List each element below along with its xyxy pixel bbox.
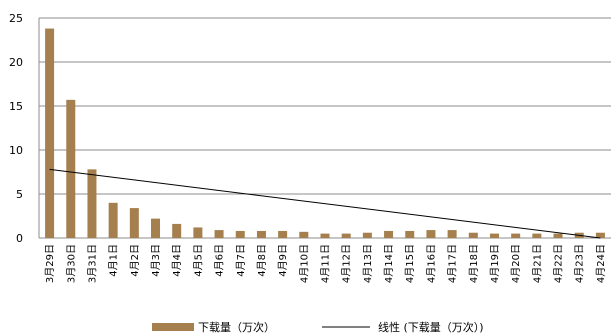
legend-trend-label: 线性 (下载量（万次）): [378, 320, 484, 334]
grid-layer: [39, 17, 611, 195]
x-tick-label: 3月31日: [86, 244, 98, 283]
trend-layer: [49, 168, 601, 239]
bar: [151, 218, 161, 238]
bar: [129, 208, 139, 238]
x-tick-label: 4月8日: [256, 244, 268, 277]
x-tick-label: 3月29日: [44, 244, 56, 283]
bar: [172, 223, 182, 238]
x-tick-label: 4月12日: [341, 244, 353, 283]
x-tick-label: 4月6日: [214, 244, 226, 277]
x-tick-label: 4月2日: [129, 244, 141, 277]
legend-bar-swatch: [152, 323, 194, 331]
bar: [489, 233, 499, 238]
x-tick-label: 4月23日: [574, 244, 586, 283]
bar: [595, 232, 605, 238]
bar: [320, 233, 330, 238]
x-tick-label: 4月10日: [298, 244, 310, 283]
bar: [66, 99, 76, 238]
bar: [87, 169, 97, 238]
x-tick-label: 4月16日: [425, 244, 437, 283]
bar: [405, 230, 415, 238]
x-tick-label: 4月5日: [192, 244, 204, 277]
x-tick-label: 4月21日: [531, 244, 543, 283]
bar: [108, 202, 118, 238]
x-tick-label: 4月3日: [150, 244, 162, 277]
y-tick-label: 20: [9, 56, 23, 69]
bar: [193, 227, 203, 238]
x-tick-label: 4月11日: [320, 244, 332, 283]
legend: 下载量（万次） 线性 (下载量（万次）): [152, 320, 484, 334]
y-tick-label: 15: [9, 100, 23, 113]
bar: [553, 233, 563, 238]
bar: [235, 230, 245, 238]
bar-layer: [45, 28, 605, 239]
bar: [362, 232, 372, 238]
bar: [447, 230, 457, 238]
x-tick-label: 4月24日: [595, 244, 607, 283]
x-tick-label: 4月18日: [468, 244, 480, 283]
bar: [278, 230, 288, 238]
x-tick-label: 4月22日: [553, 244, 565, 283]
y-tick-label: 10: [9, 144, 23, 157]
x-tick-label: 4月4日: [171, 244, 183, 277]
bar: [511, 233, 521, 238]
legend-bar-label: 下载量（万次）: [198, 320, 275, 334]
y-tick-label: 5: [16, 188, 23, 201]
x-tick-label: 4月15日: [404, 244, 416, 283]
trend-line: [49, 168, 601, 239]
bar: [384, 230, 394, 238]
x-tick-label: 4月19日: [489, 244, 501, 283]
bar: [426, 230, 436, 238]
axis-layer: 0 5 10 15 20 25: [9, 12, 611, 245]
x-tick-label: 4月7日: [235, 244, 247, 277]
x-tick-label: 4月14日: [383, 244, 395, 283]
x-tick-label: 4月17日: [447, 244, 459, 283]
bar: [45, 28, 55, 239]
y-tick-label: 0: [16, 232, 23, 245]
label-layer: 3月29日 3月30日 3月31日 4月1日 4月2日 4月3日 4月4日 4月5日 4月6日 4…: [44, 244, 607, 283]
y-tick-label: 25: [9, 12, 23, 25]
x-tick-label: 4月9日: [277, 244, 289, 277]
x-tick-label: 4月13日: [362, 244, 374, 283]
bar: [299, 231, 309, 238]
bar: [214, 230, 224, 238]
x-tick-label: 4月20日: [510, 244, 522, 283]
x-tick-label: 4月1日: [108, 244, 120, 277]
bar: [341, 233, 351, 238]
bar: [532, 233, 542, 238]
x-tick-label: 3月30日: [65, 244, 77, 283]
bar: [468, 232, 478, 238]
bar: [256, 230, 266, 238]
